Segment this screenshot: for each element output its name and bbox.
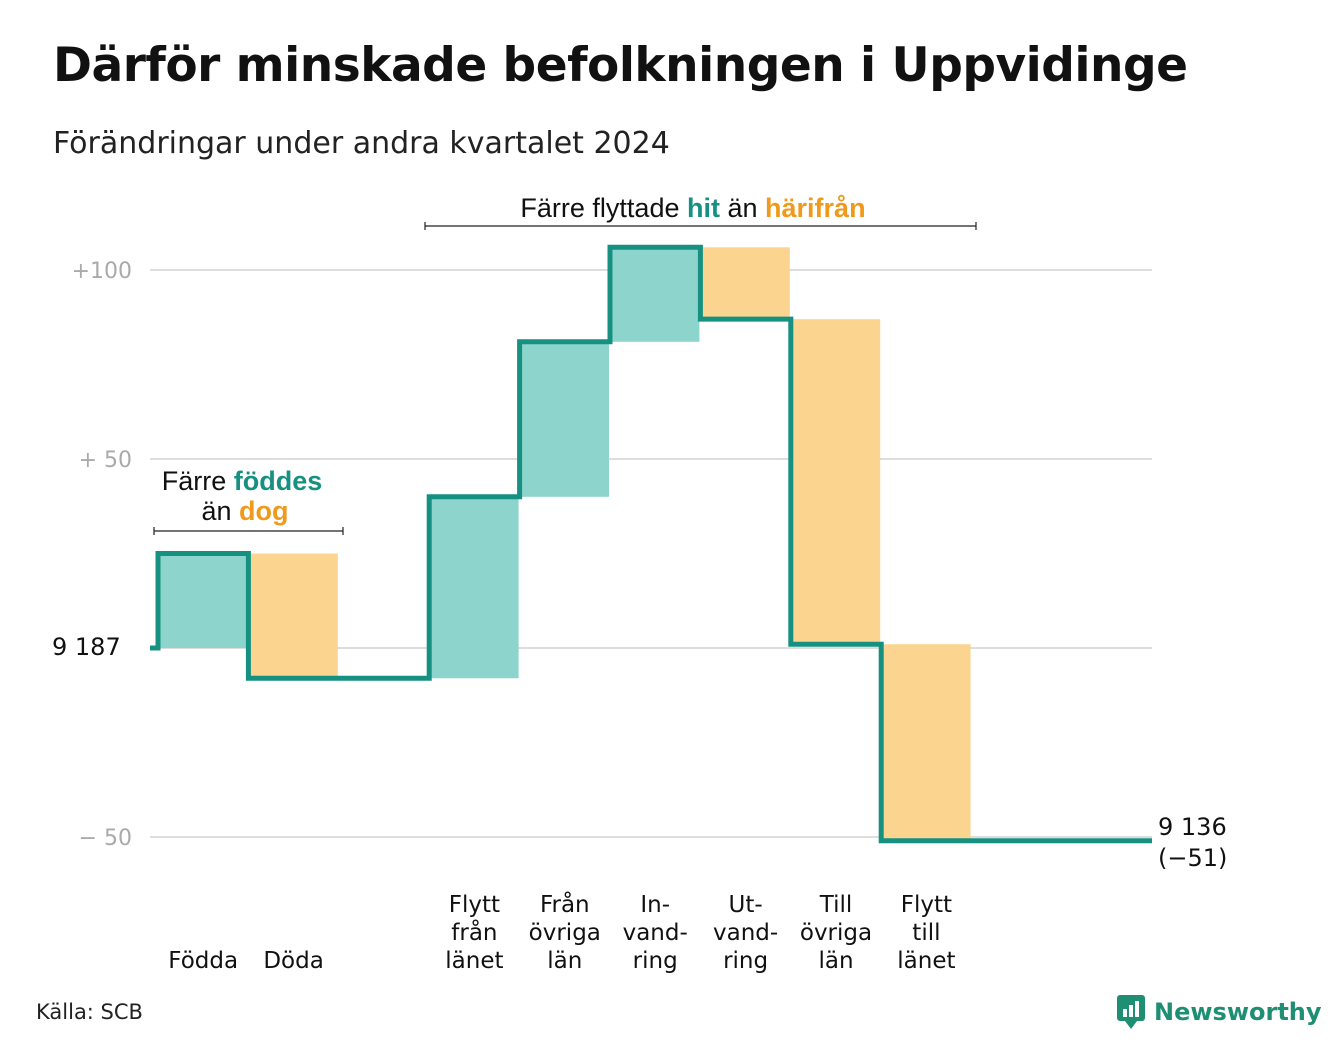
- end-change-label: (−51): [1158, 844, 1227, 872]
- x-tick-label-4-1: övriga: [529, 920, 601, 946]
- bar-8: [882, 644, 971, 841]
- migration-annotation: Färre flyttade hit än härifrån: [520, 193, 865, 223]
- y-tick-label-1: + 50: [79, 448, 132, 473]
- x-tick-label-6-2: ring: [723, 948, 768, 974]
- x-tick-labels: Födda DödaFlyttfrånlänetFrånövrigalänIn-v…: [168, 890, 955, 974]
- start-value-label: 9 187: [52, 633, 121, 661]
- x-tick-label-7-0: Till: [819, 892, 853, 918]
- value-labels: 9 187 9 136 (−51): [52, 633, 1227, 872]
- bar-0: [159, 553, 248, 648]
- brand-logo: Newsworthy: [1116, 992, 1322, 1032]
- x-tick-label-7-1: övriga: [800, 920, 872, 946]
- bar-3: [430, 496, 519, 679]
- x-tick-label-3-2: länet: [445, 948, 503, 974]
- x-tick-label-3-0: Flytt: [449, 892, 500, 918]
- x-tick-label-5-1: vand-: [623, 920, 688, 946]
- chart-subtitle: Förändringar under andra kvartalet 2024: [53, 126, 670, 161]
- x-tick-label-7-2: län: [818, 948, 853, 974]
- end-value-label: 9 136: [1158, 813, 1227, 841]
- bar-7: [791, 319, 881, 645]
- x-tick-label-4-2: län: [547, 948, 582, 974]
- migration-bracket: [424, 222, 977, 230]
- brand-name: Newsworthy: [1154, 998, 1322, 1026]
- x-tick-label-0-0: Födda: [168, 948, 238, 974]
- bar-1: [249, 553, 338, 679]
- x-tick-label-4-0: Från: [540, 890, 590, 918]
- migration-annotation-orange: härifrån: [765, 193, 866, 223]
- births-annotation-orange: dog: [239, 496, 288, 526]
- births-annotation-line1: Färre föddes: [162, 466, 323, 496]
- chart-title: Därför minskade befolkningen i Uppviding…: [53, 38, 1188, 93]
- x-tick-label-8-1: till: [912, 920, 940, 946]
- x-tick-label-5-2: ring: [633, 948, 678, 974]
- bar-4: [520, 341, 609, 497]
- x-tick-label-5-0: In-: [640, 892, 670, 918]
- births-annotation-prefix: Färre: [162, 466, 234, 496]
- births-annotation-line2: än dog: [201, 496, 288, 526]
- x-tick-label-6-0: Ut-: [729, 892, 763, 918]
- births-annotation-teal: föddes: [234, 466, 323, 496]
- bar-5: [611, 247, 700, 342]
- bar-6: [701, 247, 790, 320]
- y-tick-label-0: +100: [72, 259, 132, 284]
- step-line: [150, 244, 1152, 844]
- bars: [159, 247, 971, 841]
- x-tick-label-1-0: Döda: [263, 948, 323, 974]
- x-tick-label-6-1: vand-: [713, 920, 778, 946]
- source-note: Källa: SCB: [36, 1000, 143, 1024]
- migration-annotation-teal: hit: [687, 193, 720, 223]
- cumulative-step-line: [150, 244, 1152, 844]
- x-tick-label-3-1: från: [451, 918, 497, 946]
- y-tick-labels: +100 + 50 − 50: [72, 259, 132, 851]
- births-annotation-prefix2: än: [201, 496, 239, 526]
- x-tick-label-8-2: länet: [897, 948, 955, 974]
- births-bracket: [153, 527, 344, 535]
- annotations: Färre föddes än dog Färre flyttade hit ä…: [153, 193, 977, 535]
- y-tick-label-3: − 50: [79, 826, 132, 851]
- x-tick-label-8-0: Flytt: [901, 892, 952, 918]
- newsworthy-logo-icon: [1117, 995, 1145, 1029]
- migration-annotation-prefix: Färre flyttade: [520, 193, 687, 223]
- migration-annotation-middle: än: [720, 193, 765, 223]
